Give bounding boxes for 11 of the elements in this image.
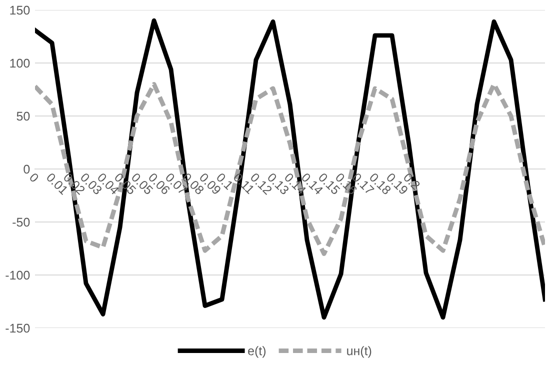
y-tick-label: -50 [12, 218, 30, 227]
y-tick-label: -150 [6, 324, 30, 333]
legend-label: e(t) [248, 346, 266, 358]
y-tick-label: 100 [10, 58, 30, 68]
x-tick-label: 0.11 [232, 172, 255, 194]
y-tick-label: 50 [16, 112, 30, 121]
y-tick-label: 0 [24, 164, 30, 174]
x-tick-label: 0 [28, 172, 40, 183]
y-tick-label: -100 [6, 270, 30, 280]
y-tick-label: 150 [10, 6, 30, 15]
legend-label: uн(t) [347, 346, 372, 358]
